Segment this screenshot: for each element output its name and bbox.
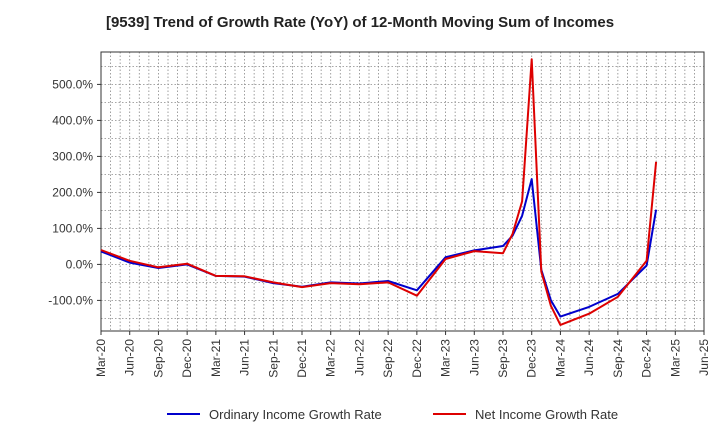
chart-title: [9539] Trend of Growth Rate (YoY) of 12-… bbox=[105, 14, 615, 31]
legend-label: Ordinary Income Growth Rate bbox=[209, 407, 382, 422]
x-tick-label: Mar-22 bbox=[324, 339, 338, 377]
legend-layer: Ordinary Income Growth Rate Net Income Gr… bbox=[167, 407, 618, 422]
y-tick-label: 500.0% bbox=[52, 77, 93, 91]
x-tick-label: Sep-24 bbox=[611, 339, 625, 378]
y-tick-label: 0.0% bbox=[66, 257, 94, 271]
x-tick-label: Jun-21 bbox=[238, 339, 252, 376]
x-tick-label: Dec-20 bbox=[180, 339, 194, 378]
x-tick-label: Mar-24 bbox=[553, 339, 567, 377]
x-tick-label: Mar-25 bbox=[668, 339, 682, 377]
net-income-line bbox=[100, 58, 658, 326]
x-tick-label: Mar-21 bbox=[209, 339, 223, 377]
x-tick-label: Dec-23 bbox=[525, 339, 539, 378]
x-tick-label: Mar-23 bbox=[439, 339, 453, 377]
y-tick-label: 300.0% bbox=[52, 149, 93, 163]
plot-frame bbox=[100, 51, 705, 332]
x-tick-label: Sep-23 bbox=[496, 339, 510, 378]
y-tick-label: 200.0% bbox=[52, 185, 93, 199]
x-tick-label: Jun-23 bbox=[467, 339, 481, 376]
x-tick-label: Sep-20 bbox=[151, 339, 165, 378]
x-tick-label: Sep-21 bbox=[266, 339, 280, 378]
x-tick-label: Sep-22 bbox=[381, 339, 395, 378]
x-tick-label: Jun-20 bbox=[123, 339, 137, 376]
x-tick-label: Jun-24 bbox=[582, 339, 596, 376]
y-tick-label: -100.0% bbox=[48, 293, 93, 307]
x-tick-label: Dec-21 bbox=[295, 339, 309, 378]
x-tick-label: Mar-20 bbox=[94, 339, 108, 377]
y-tick-label: 400.0% bbox=[52, 113, 93, 127]
series-layer bbox=[100, 58, 658, 326]
x-tick-label: Jun-22 bbox=[352, 339, 366, 376]
y-tick-label: 100.0% bbox=[52, 221, 93, 235]
tick-layer: -100.0% 0.0% 100.0% 200.0% 300.0% 400.0% 500.0… bbox=[48, 77, 711, 377]
x-tick-label: Dec-22 bbox=[410, 339, 424, 378]
x-tick-label: Jun-25 bbox=[697, 339, 711, 376]
x-tick-label: Dec-24 bbox=[640, 339, 654, 378]
legend-label: Net Income Growth Rate bbox=[475, 407, 618, 422]
